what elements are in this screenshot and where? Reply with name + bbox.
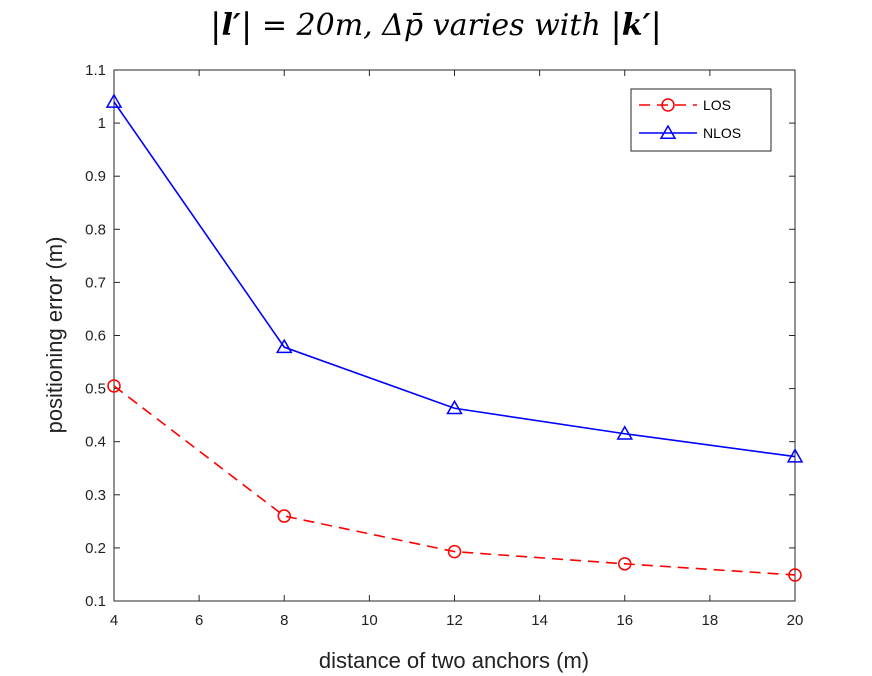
y-tick-label: 0.4	[85, 434, 106, 451]
legend-marker-los	[661, 98, 675, 112]
data-point-nlos	[105, 93, 123, 108]
data-point-nlos	[275, 338, 293, 354]
abs-bar-right-k: |	[650, 6, 662, 46]
series-line-los	[113, 385, 796, 576]
data-point-nlos	[786, 448, 804, 463]
x-tick-label: 16	[616, 612, 633, 629]
abs-bar-left: |	[210, 6, 222, 46]
y-tick-label: 0.6	[85, 328, 106, 345]
data-point-los	[788, 568, 802, 582]
y-tick-label: 1	[98, 115, 106, 132]
title-phrase: varies with	[432, 8, 601, 43]
title-k-symbol: k′	[621, 8, 651, 43]
series-los	[107, 379, 802, 582]
title-delta-p: Δp̄	[382, 8, 424, 43]
legend-label-los: LOS	[703, 97, 731, 113]
data-point-los	[618, 557, 632, 571]
y-tick-label: 0.9	[85, 168, 106, 185]
y-axis-label: positioning error (m)	[42, 237, 67, 434]
y-tick-label: 0.1	[85, 593, 106, 610]
y-tick-label: 0.7	[85, 274, 106, 291]
legend-label-nlos: NLOS	[703, 125, 741, 141]
series-line-nlos	[113, 101, 796, 458]
x-tick-label: 14	[531, 612, 548, 629]
series-layer	[105, 93, 804, 582]
chart-title: |l′| = 20m, Δp̄ varies with |k′|	[0, 6, 872, 46]
legend-box	[630, 88, 772, 152]
x-tick-label: 4	[110, 612, 118, 629]
x-tick-label: 10	[361, 612, 378, 629]
series-nlos	[105, 93, 804, 463]
abs-bar-right: |	[240, 6, 253, 46]
data-point-los	[107, 379, 121, 393]
y-tick-label: 0.3	[85, 487, 106, 504]
data-point-nlos	[446, 399, 463, 415]
axis-ticks: 4 6 8 10 12 14 16 18 20 0.1 0.2 0.3 0.4 0.5 0.6 0.7 0.8 0…	[85, 62, 803, 629]
y-tick-label: 0.5	[85, 381, 106, 398]
abs-bar-left-k: |	[610, 6, 622, 46]
x-tick-label: 8	[280, 612, 288, 629]
legend: LOS NLOS	[630, 88, 772, 152]
data-point-los	[447, 544, 462, 559]
plot-area	[113, 69, 796, 602]
y-tick-label: 1.1	[85, 62, 106, 79]
x-tick-label: 18	[702, 612, 719, 629]
x-tick-label: 6	[195, 612, 203, 629]
y-tick-label: 0.2	[85, 540, 106, 557]
title-l-symbol: l′	[221, 8, 241, 43]
x-axis-label: distance of two anchors (m)	[319, 648, 589, 673]
legend-marker-nlos	[659, 124, 677, 139]
y-tick-label: 0.8	[85, 221, 106, 238]
data-point-nlos	[616, 425, 634, 440]
title-eq-value: = 20m,	[261, 8, 373, 43]
x-tick-label: 20	[787, 612, 804, 629]
x-tick-label: 12	[446, 612, 463, 629]
data-point-los	[277, 509, 291, 523]
